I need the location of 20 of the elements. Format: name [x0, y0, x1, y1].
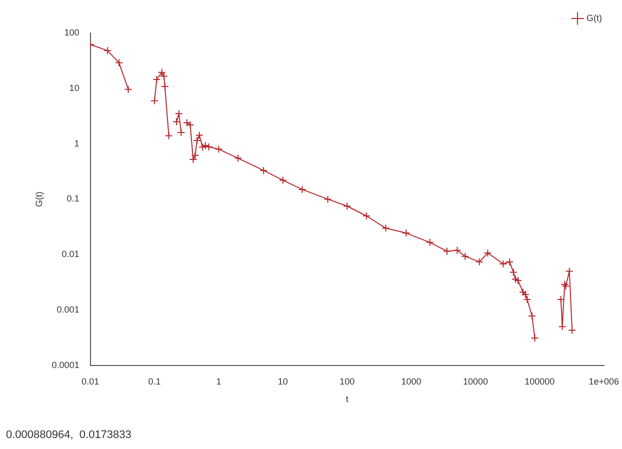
x-tick-label: 10000 [462, 376, 488, 386]
x-tick-label: 100 [340, 376, 355, 386]
y-tick-label: 0.0001 [52, 360, 80, 370]
y-tick-label: 10 [69, 82, 80, 93]
y-tick-label: 100 [64, 27, 80, 38]
y-axis-title: G(t) [34, 191, 44, 207]
y-tick-label: 0.1 [66, 194, 80, 204]
text: 0.000880964, 0.0173833 [6, 429, 132, 441]
x-tick-label: 0.1 [148, 376, 161, 386]
x-tick-label: 1e+006 [588, 376, 620, 386]
x-axis-title: t [346, 394, 349, 404]
y-tick-label: 0.01 [62, 249, 80, 260]
y-tick-label: 0.001 [56, 304, 80, 314]
x-tick-label: 1000 [401, 376, 422, 386]
x-tick-label: 1 [216, 376, 222, 386]
x-tick-label: 100000 [524, 376, 555, 386]
y-tick-label: 1 [74, 138, 80, 148]
x-tick-label: 0.01 [82, 376, 100, 386]
x-tick-label: 10 [278, 376, 288, 386]
legend-label: G(t) [586, 12, 602, 23]
